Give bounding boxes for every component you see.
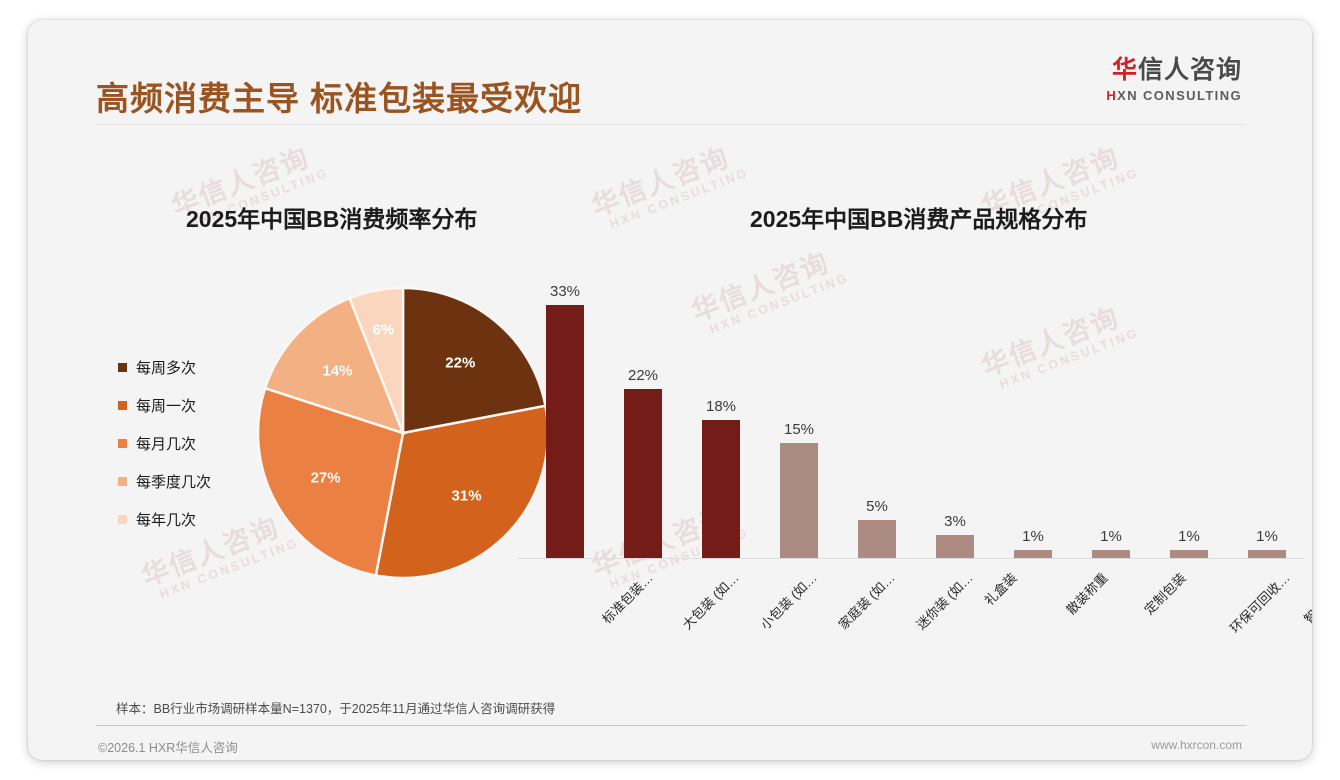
bar-column[interactable]: 22% [604, 260, 682, 558]
bar-value-label: 33% [549, 283, 581, 300]
bar-column[interactable]: 1% [1072, 260, 1150, 558]
bar-column[interactable]: 1% [1228, 260, 1306, 558]
bar-rect[interactable] [1248, 550, 1286, 558]
bar-category-label: 环保可回收… [1226, 570, 1293, 636]
logo-chinese: 华信人咨询 [1106, 58, 1242, 83]
source-footnote: 样本：BB行业市场调研样本量N=1370，于2025年11月通过华信人咨询调研获… [116, 702, 556, 716]
logo-en-rest: XN CONSULTING [1117, 88, 1242, 103]
bar-rect[interactable] [936, 535, 974, 558]
pie-slice-value: 22% [445, 355, 475, 372]
pie-slice[interactable] [256, 386, 405, 577]
bar-category-label: 小包装 (如… [757, 570, 820, 633]
slide-canvas: 华信人咨询 HXN CONSULTING 华信人咨询 HXN CONSULTIN… [28, 20, 1312, 760]
legend-swatch-icon [118, 363, 127, 372]
bar-category-label: 礼盒装 [981, 570, 1020, 609]
bar-rect[interactable] [780, 443, 818, 558]
bar-value-label: 1% [1178, 528, 1200, 546]
pie-legend-label: 每季度几次 [136, 474, 212, 491]
bar-value-label: 5% [866, 497, 888, 515]
pie-legend-label: 每周多次 [136, 360, 197, 377]
pie-slice-value: 6% [373, 321, 395, 338]
bar-rect[interactable] [1092, 550, 1130, 558]
bar-category-label: 迷你装 (如… [913, 570, 976, 633]
pie-slice-value: 27% [311, 470, 341, 487]
bar-rect[interactable] [624, 389, 662, 558]
bar-value-label: 22% [627, 367, 659, 385]
bar-column[interactable]: 3% [916, 260, 994, 558]
bar-category-label: 散装称重 [1063, 570, 1111, 618]
watermark-cn: 华信人咨询 [587, 142, 734, 223]
footer-copyright: ©2026.1 HXR华信人咨询 [98, 741, 238, 755]
legend-swatch-icon [118, 477, 127, 486]
bar-value-label: 1% [1256, 528, 1278, 546]
bar-value-label: 3% [944, 513, 966, 530]
bar-value-label: 18% [705, 398, 737, 415]
pie-slice[interactable] [401, 286, 547, 435]
watermark: 华信人咨询 HXN CONSULTING [588, 138, 751, 235]
page-title: 高频消费主导 标准包装最受欢迎 [96, 80, 583, 117]
bar-value-label: 15% [783, 421, 815, 438]
header-divider [96, 124, 1246, 125]
bar-category-label: 智能包装… [1301, 570, 1312, 627]
bar-plot-area: 33% 22% 18% 15% 5% 3% 1% 1% 1% 1% [518, 260, 1308, 558]
pie-legend-item[interactable]: 每月几次 [118, 433, 211, 454]
pie-legend: 每周多次每周一次每月几次每季度几次每年几次 [118, 357, 211, 547]
pie-slice[interactable] [263, 296, 406, 436]
bar-category-label: 家庭装 (如… [835, 570, 898, 633]
legend-swatch-icon [118, 439, 127, 448]
logo-cn-accent: 华 [1111, 56, 1138, 84]
bar-category-label: 标准包装… [599, 570, 656, 627]
pie-legend-label: 每周一次 [136, 398, 197, 415]
watermark-en: HXN CONSULTING [607, 165, 752, 232]
pie-legend-label: 每年几次 [136, 512, 197, 529]
pie-chart-svg: 22% 31% 27% 14% 6% [256, 286, 550, 580]
pie-legend-label: 每月几次 [136, 436, 197, 453]
slide-header: 高频消费主导 标准包装最受欢迎 华信人咨询 HXN CONSULTING [28, 20, 1312, 126]
pie-legend-item[interactable]: 每周多次 [118, 357, 211, 378]
bar-column[interactable]: 33% [526, 260, 604, 558]
pie-slice-value: 14% [322, 362, 352, 379]
bar-value-label: 1% [1022, 528, 1044, 546]
bar-rect[interactable] [546, 305, 584, 558]
logo-cn-rest: 信人咨询 [1137, 56, 1242, 84]
legend-swatch-icon [118, 401, 127, 410]
pie-chart: 每周多次每周一次每月几次每季度几次每年几次 22% 31% 27% 14% 6% [88, 275, 568, 605]
bar-column[interactable]: 18% [682, 260, 760, 558]
pie-legend-item[interactable]: 每周一次 [118, 395, 211, 416]
pie-legend-item[interactable]: 每季度几次 [118, 471, 211, 492]
bar-value-label: 1% [1100, 528, 1122, 546]
footer-divider [96, 725, 1246, 726]
pie-chart-title: 2025年中国BB消费频率分布 [186, 206, 478, 232]
bar-rect[interactable] [702, 420, 740, 558]
logo-en-accent: H [1106, 88, 1118, 103]
bar-chart-title: 2025年中国BB消费产品规格分布 [750, 206, 1088, 232]
bar-column[interactable]: 15% [760, 260, 838, 558]
legend-swatch-icon [118, 515, 127, 524]
bar-rect[interactable] [1170, 550, 1208, 558]
bar-column[interactable]: 1% [994, 260, 1072, 558]
bar-category-label: 大包装 (如… [679, 570, 742, 633]
logo-english: HXN CONSULTING [1106, 89, 1242, 102]
bar-column[interactable]: 1% [1150, 260, 1228, 558]
bar-chart: 33% 22% 18% 15% 5% 3% 1% 1% 1% 1% 标准包装… 大包装 (如… 小包装… [518, 260, 1312, 640]
pie-slice[interactable] [347, 286, 405, 434]
bar-column[interactable]: 5% [838, 260, 916, 558]
bar-rect[interactable] [858, 519, 896, 558]
bar-category-label: 定制包装 [1141, 570, 1189, 618]
bar-rect[interactable] [1014, 550, 1052, 558]
pie-slice-value: 31% [452, 488, 482, 505]
bar-x-axis-line [518, 558, 1304, 559]
pie-legend-item[interactable]: 每年几次 [118, 509, 211, 530]
footer-website: www.hxrcon.com [1151, 738, 1242, 752]
brand-logo: 华信人咨询 HXN CONSULTING [1106, 58, 1242, 103]
